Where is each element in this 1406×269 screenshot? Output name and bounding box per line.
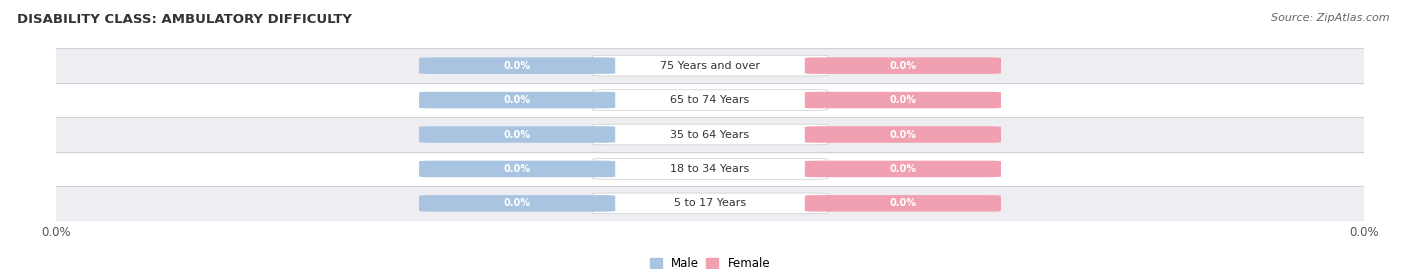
FancyBboxPatch shape	[592, 193, 828, 214]
FancyBboxPatch shape	[804, 92, 1001, 108]
Text: 5 to 17 Years: 5 to 17 Years	[673, 198, 747, 208]
Text: 0.0%: 0.0%	[503, 164, 530, 174]
FancyBboxPatch shape	[804, 57, 1001, 74]
Bar	[56, 83, 1364, 117]
FancyBboxPatch shape	[804, 126, 1001, 143]
Bar	[56, 186, 1364, 221]
Bar	[56, 117, 1364, 152]
Text: 0.0%: 0.0%	[503, 95, 530, 105]
FancyBboxPatch shape	[419, 126, 616, 143]
Text: 0.0%: 0.0%	[503, 61, 530, 71]
FancyBboxPatch shape	[419, 195, 616, 212]
Text: DISABILITY CLASS: AMBULATORY DIFFICULTY: DISABILITY CLASS: AMBULATORY DIFFICULTY	[17, 13, 352, 26]
Text: 0.0%: 0.0%	[890, 129, 917, 140]
Text: 0.0%: 0.0%	[890, 61, 917, 71]
Text: Source: ZipAtlas.com: Source: ZipAtlas.com	[1271, 13, 1389, 23]
FancyBboxPatch shape	[804, 161, 1001, 177]
Text: 65 to 74 Years: 65 to 74 Years	[671, 95, 749, 105]
Text: 0.0%: 0.0%	[503, 129, 530, 140]
Text: 0.0%: 0.0%	[503, 198, 530, 208]
Text: 0.0%: 0.0%	[890, 164, 917, 174]
Text: 0.0%: 0.0%	[890, 198, 917, 208]
FancyBboxPatch shape	[804, 195, 1001, 212]
Text: 18 to 34 Years: 18 to 34 Years	[671, 164, 749, 174]
Bar	[56, 48, 1364, 83]
Legend: Male, Female: Male, Female	[645, 253, 775, 269]
FancyBboxPatch shape	[592, 124, 828, 145]
FancyBboxPatch shape	[592, 90, 828, 110]
Bar	[56, 152, 1364, 186]
FancyBboxPatch shape	[419, 92, 616, 108]
FancyBboxPatch shape	[592, 55, 828, 76]
FancyBboxPatch shape	[592, 159, 828, 179]
FancyBboxPatch shape	[419, 161, 616, 177]
FancyBboxPatch shape	[419, 57, 616, 74]
Text: 75 Years and over: 75 Years and over	[659, 61, 761, 71]
Text: 0.0%: 0.0%	[890, 95, 917, 105]
Text: 35 to 64 Years: 35 to 64 Years	[671, 129, 749, 140]
